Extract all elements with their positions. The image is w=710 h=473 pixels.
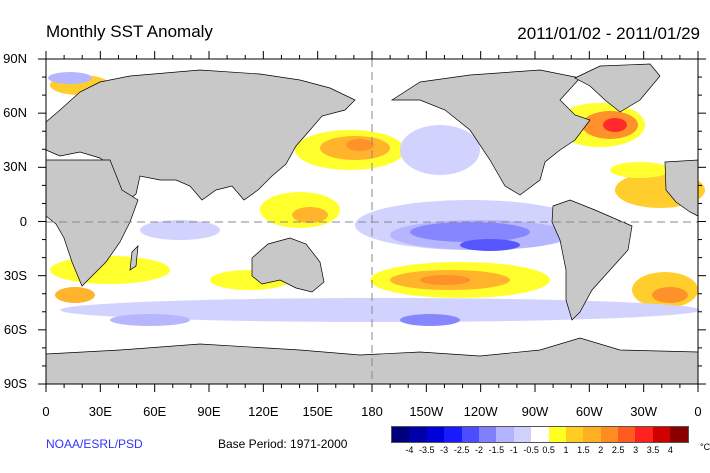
axis-ticks: [38, 51, 706, 392]
lon-label: 90W: [521, 404, 549, 419]
lon-label: 150E: [302, 404, 333, 419]
colorbar-swatch: [392, 427, 410, 442]
base-period-label: Base Period: 1971-2000: [218, 437, 348, 451]
colorbar-swatch: [618, 427, 636, 442]
colorbar-label: -4: [405, 445, 414, 455]
lat-label: 30N: [3, 159, 27, 175]
colorbar-label: 2.5: [611, 445, 625, 455]
colorbar-swatch: [600, 427, 619, 442]
lat-label: 30S: [3, 267, 27, 283]
colorbar-label: 1.5: [577, 445, 590, 455]
colorbar: [391, 426, 689, 443]
lat-label: 0: [19, 213, 27, 229]
lon-label: 180: [361, 404, 383, 419]
lon-label: 120E: [248, 404, 279, 419]
colorbar-swatch: [426, 427, 445, 442]
date-range: 2011/01/02 - 2011/01/29: [517, 24, 700, 43]
lon-label: 60W: [575, 404, 603, 419]
lon-label: 90E: [197, 404, 221, 419]
colorbar-swatch: [513, 427, 532, 442]
colorbar-label: 3.5: [646, 445, 660, 455]
colorbar-swatch: [496, 427, 514, 442]
map-title: Monthly SST Anomaly: [46, 22, 213, 41]
colorbar-label: 4: [667, 445, 673, 455]
colorbar-label: -1: [509, 445, 518, 455]
lat-label: 90S: [3, 376, 27, 392]
colorbar-label: -3.5: [419, 445, 435, 455]
credit-label: NOAA/ESRL/PSD: [46, 437, 143, 451]
lon-label: 30W: [630, 404, 657, 419]
colorbar-swatch: [635, 427, 653, 442]
reference-lines: [46, 59, 698, 384]
north-america: [390, 69, 591, 196]
africa: [45, 159, 139, 287]
colorbar-swatch: [409, 427, 427, 442]
lat-label: 90N: [3, 51, 27, 66]
colorbar-label: -1.5: [488, 445, 505, 455]
south-america: [551, 199, 633, 321]
land-masses: [45, 63, 699, 385]
colorbar-swatch: [478, 427, 497, 442]
colorbar-label: -2: [474, 445, 484, 455]
lon-label: 120W: [463, 404, 498, 419]
lon-label: 60E: [143, 404, 167, 419]
colorbar-label: 0.5: [542, 445, 555, 455]
colorbar-swatch: [652, 427, 671, 442]
lon-label: 150W: [409, 404, 444, 419]
lon-label: 0: [42, 404, 50, 419]
lon-label: 0: [694, 404, 702, 419]
lon-label: 30E: [88, 404, 112, 419]
anomaly-field: [48, 72, 705, 326]
colorbar-swatch: [461, 427, 479, 442]
madagascar: [129, 245, 139, 271]
colorbar-swatch: [565, 427, 584, 442]
colorbar-unit: °C: [700, 442, 710, 452]
colorbar-label: 2: [598, 445, 604, 455]
colorbar-label: -0.5: [523, 445, 539, 455]
colorbar-label: 3: [633, 445, 639, 455]
colorbar-label: 1: [563, 445, 569, 455]
colorbar-swatch: [583, 427, 601, 442]
colorbar-swatch: [531, 427, 549, 442]
lat-label: 60S: [3, 322, 27, 337]
colorbar-label: -2.5: [453, 445, 470, 455]
colorbar-swatch: [670, 427, 688, 442]
lat-label: 60N: [3, 105, 27, 121]
colorbar-swatch: [444, 427, 462, 442]
greenland: [574, 63, 661, 113]
australia: [251, 237, 325, 293]
colorbar-swatch: [548, 427, 566, 442]
colorbar-label: -3: [440, 445, 449, 455]
